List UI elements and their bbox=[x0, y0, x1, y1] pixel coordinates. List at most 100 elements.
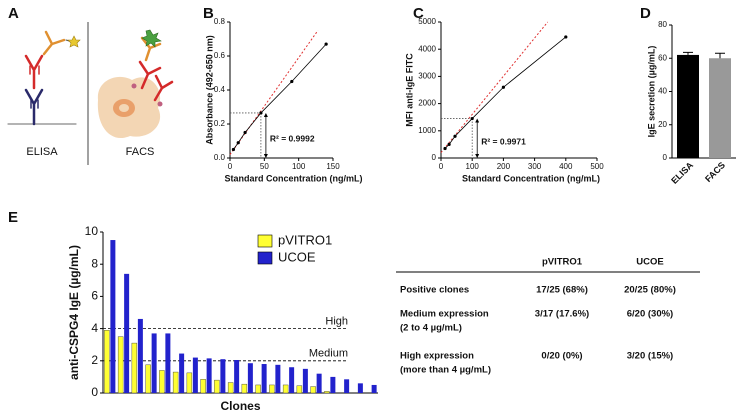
y-tick-label: 2 bbox=[91, 353, 98, 367]
data-point bbox=[447, 142, 451, 146]
x-tick-label: FACS bbox=[703, 160, 727, 184]
bar bbox=[269, 384, 275, 394]
assay-label: ELISA bbox=[26, 146, 58, 158]
error-bar bbox=[683, 51, 693, 55]
bar bbox=[186, 372, 193, 394]
y-tick-label: 6 bbox=[91, 289, 98, 303]
x-tick-label: 100 bbox=[466, 162, 480, 171]
bar bbox=[234, 359, 240, 393]
y-axis-label: anti-CSPG4 IgE (µg/mL) bbox=[67, 245, 81, 380]
bar bbox=[302, 368, 308, 393]
y-axis-label: MFI anti-IgE FITC bbox=[404, 53, 414, 127]
fit-line bbox=[440, 21, 549, 153]
table-cell: 6/20 (30%) bbox=[627, 309, 673, 320]
x-tick-label: 500 bbox=[590, 162, 604, 171]
bar bbox=[324, 391, 330, 394]
data-point bbox=[324, 42, 328, 46]
bar bbox=[200, 379, 206, 394]
assay-label: FACS bbox=[126, 146, 155, 158]
reference-label: High bbox=[325, 316, 348, 328]
bar bbox=[110, 240, 116, 393]
x-tick-label: 0 bbox=[228, 162, 233, 171]
legend-swatch bbox=[257, 234, 273, 248]
guide-line bbox=[441, 118, 473, 158]
x-axis-label: Standard Concentration (ng/mL) bbox=[225, 173, 363, 183]
panel-label: A bbox=[8, 5, 19, 22]
data-point bbox=[453, 134, 457, 138]
x-tick-label: 100 bbox=[292, 162, 306, 171]
bar bbox=[357, 383, 363, 393]
data-point bbox=[564, 35, 568, 39]
bar bbox=[159, 370, 165, 394]
y-tick-label: 2000 bbox=[418, 99, 436, 108]
row-label: Medium expression bbox=[400, 309, 489, 320]
x-tick-label: 200 bbox=[497, 162, 511, 171]
bar bbox=[172, 371, 179, 394]
y-axis-label: IgE secretion (µg/mL) bbox=[646, 46, 656, 138]
legend-swatch bbox=[257, 251, 273, 265]
elisa-diagram bbox=[7, 30, 81, 126]
bar bbox=[371, 384, 377, 393]
table-cell: 17/25 (68%) bbox=[536, 285, 588, 296]
y-tick-label: 0 bbox=[91, 385, 98, 399]
y-tick-label: 0.0 bbox=[214, 153, 226, 162]
y-tick-label: 40 bbox=[658, 87, 667, 96]
bar bbox=[206, 358, 212, 393]
y-tick-label: 20 bbox=[658, 120, 667, 129]
annotation: R² = 0.9971 bbox=[481, 137, 526, 147]
row-label: High expression bbox=[400, 351, 474, 362]
y-tick-label: 4 bbox=[91, 321, 98, 335]
bar bbox=[227, 382, 234, 394]
x-tick-label: 400 bbox=[559, 162, 573, 171]
y-tick-label: 0.6 bbox=[214, 51, 226, 60]
bar bbox=[316, 373, 322, 393]
y-tick-label: 0.8 bbox=[214, 17, 226, 26]
bar bbox=[179, 353, 185, 393]
data-point bbox=[501, 85, 505, 89]
bar bbox=[261, 364, 267, 393]
x-tick-label: 50 bbox=[260, 162, 269, 171]
data-line bbox=[444, 36, 567, 149]
data-point bbox=[231, 147, 236, 152]
row-label: Positive clones bbox=[400, 285, 469, 296]
x-tick-label: 300 bbox=[528, 162, 542, 171]
annotation: R² = 0.9992 bbox=[270, 134, 315, 144]
bar bbox=[709, 58, 731, 158]
row-label: (more than 4 µg/mL) bbox=[400, 365, 491, 376]
data-point bbox=[259, 111, 263, 115]
y-tick-label: 0 bbox=[663, 153, 668, 162]
column-header: UCOE bbox=[636, 257, 663, 268]
y-tick-label: 4000 bbox=[418, 44, 436, 53]
bar bbox=[255, 384, 261, 394]
y-tick-label: 10 bbox=[85, 224, 99, 238]
error-bar bbox=[715, 52, 725, 59]
y-axis-label: Absorbance (492-650 nm) bbox=[204, 35, 214, 145]
bar bbox=[282, 384, 289, 394]
legend-label: UCOE bbox=[278, 249, 316, 264]
bar bbox=[131, 342, 138, 394]
x-axis-label: Clones bbox=[220, 399, 260, 412]
y-tick-label: 0.2 bbox=[214, 119, 226, 128]
data-point bbox=[243, 130, 247, 135]
data-point bbox=[470, 116, 474, 121]
y-tick-label: 80 bbox=[658, 20, 667, 29]
data-point bbox=[443, 146, 447, 151]
panel-label: B bbox=[203, 5, 214, 22]
bar bbox=[214, 379, 220, 394]
y-tick-label: 0 bbox=[432, 153, 437, 162]
table-cell: 3/17 (17.6%) bbox=[535, 309, 589, 320]
bar bbox=[137, 318, 143, 393]
bar bbox=[220, 359, 226, 393]
legend-label: pVITRO1 bbox=[278, 232, 332, 247]
panel-a: A ELISA FACS bbox=[7, 5, 174, 165]
panel-label: D bbox=[640, 5, 651, 22]
data-point bbox=[236, 141, 240, 145]
row-label: (2 to 4 µg/mL) bbox=[400, 323, 462, 334]
bar bbox=[192, 357, 198, 393]
bar bbox=[145, 364, 151, 394]
table-cell: 0/20 (0%) bbox=[541, 351, 582, 362]
bar bbox=[677, 54, 699, 158]
bar bbox=[296, 385, 303, 394]
bar bbox=[165, 333, 171, 393]
